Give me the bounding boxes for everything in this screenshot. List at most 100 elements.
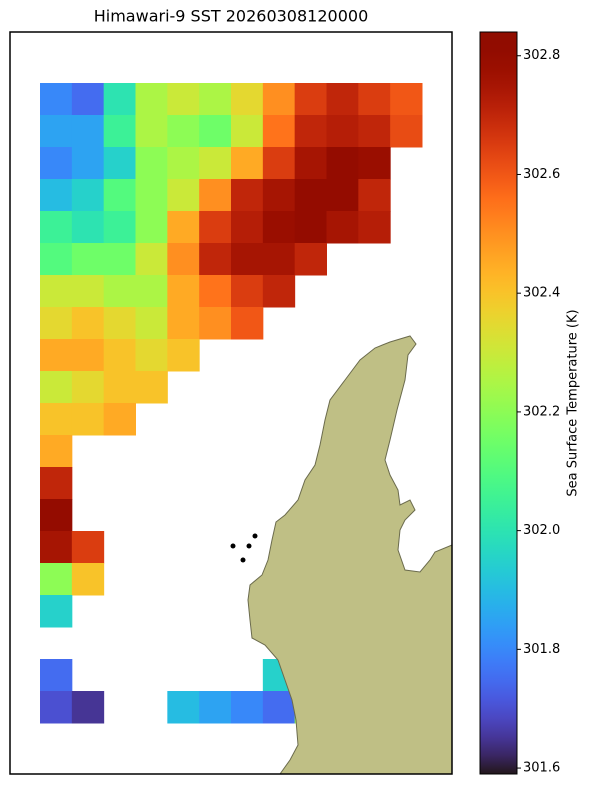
station — [230, 543, 236, 549]
sst-cell — [358, 115, 391, 148]
sst-cell — [231, 243, 264, 276]
sst-cell — [71, 275, 105, 308]
sst-cell — [199, 691, 232, 724]
sst-cell — [40, 243, 73, 276]
sst-cell — [40, 275, 73, 308]
sst-cell — [71, 243, 105, 276]
sst-cell — [103, 403, 136, 436]
sst-cell — [71, 211, 105, 244]
sst-cell — [103, 243, 136, 276]
sst-cell — [71, 307, 105, 340]
sst-cell — [167, 307, 200, 340]
sst-cell — [71, 563, 105, 596]
sst-cell — [103, 371, 136, 404]
sst-cell — [40, 563, 73, 596]
colorbar-tick-label: 302.8 — [523, 48, 560, 63]
sst-cell — [71, 339, 105, 372]
sst-cell — [294, 179, 327, 212]
sst-cell — [358, 83, 391, 116]
sst-cell — [199, 115, 232, 148]
sst-cell — [231, 307, 264, 340]
sst-cell — [294, 83, 327, 116]
sst-cell — [358, 211, 391, 244]
sst-cell — [358, 147, 391, 180]
sst-cell — [262, 243, 296, 276]
sst-cell — [294, 147, 327, 180]
sst-cell — [71, 115, 105, 148]
sst-cell — [103, 211, 136, 244]
colorbar-frame — [479, 31, 518, 775]
sst-cell — [326, 147, 359, 180]
sst-cell — [262, 691, 296, 724]
chart-title: Himawari-9 SST 20260308120000 — [94, 7, 369, 26]
heatmap-cells — [40, 83, 423, 724]
colorbar-tick-label: 301.6 — [523, 761, 560, 776]
sst-cell — [294, 243, 327, 276]
sst-cell — [40, 147, 73, 180]
sst-cell — [103, 179, 136, 212]
sst-cell — [262, 211, 296, 244]
sst-cell — [135, 243, 168, 276]
sst-cell — [40, 403, 73, 436]
sst-cell — [326, 115, 359, 148]
sst-cell — [167, 243, 200, 276]
sst-cell — [40, 595, 73, 628]
sst-cell — [135, 339, 168, 372]
sst-cell — [167, 275, 200, 308]
sst-cell — [40, 435, 73, 468]
sst-cell — [262, 275, 296, 308]
sst-cell — [40, 531, 73, 564]
sst-cell — [135, 179, 168, 212]
sst-cell — [199, 307, 232, 340]
sst-cell — [231, 179, 264, 212]
sst-cell — [71, 691, 105, 724]
sst-cell — [199, 147, 232, 180]
sst-cell — [71, 179, 105, 212]
colorbar-label: Sea Surface Temperature (K) — [566, 309, 581, 496]
sst-cell — [40, 83, 73, 116]
sst-cell — [358, 179, 391, 212]
sst-cell — [40, 339, 73, 372]
sst-cell — [103, 115, 136, 148]
station — [246, 543, 252, 549]
colorbar-tick-label: 302.2 — [523, 404, 560, 419]
sst-cell — [167, 211, 200, 244]
land — [247, 335, 453, 775]
sst-cell — [71, 147, 105, 180]
sst-cell — [40, 211, 73, 244]
sst-cell — [40, 659, 73, 692]
sst-cell — [231, 115, 264, 148]
sst-cell — [262, 179, 296, 212]
sst-cell — [199, 243, 232, 276]
sst-cell — [199, 83, 232, 116]
sst-cell — [40, 499, 73, 532]
sst-cell — [231, 211, 264, 244]
sst-cell — [135, 147, 168, 180]
sst-cell — [167, 115, 200, 148]
colorbar-tick-label: 302.0 — [523, 523, 560, 538]
sst-cell — [199, 179, 232, 212]
sst-cell — [231, 147, 264, 180]
colorbar-tick-label: 302.4 — [523, 286, 560, 301]
sst-cell — [135, 115, 168, 148]
sst-cell — [103, 339, 136, 372]
sst-cell — [135, 275, 168, 308]
sst-cell — [71, 83, 105, 116]
stations — [230, 533, 258, 563]
colorbar-tick-label: 302.6 — [523, 167, 560, 182]
sst-cell — [167, 147, 200, 180]
sst-cell — [326, 211, 359, 244]
sst-cell — [40, 371, 73, 404]
sst-cell — [326, 83, 359, 116]
sst-cell — [71, 371, 105, 404]
sst-cell — [199, 211, 232, 244]
sst-cell — [40, 691, 73, 724]
sst-cell — [294, 115, 327, 148]
sst-cell — [167, 339, 200, 372]
map-frame — [9, 31, 453, 775]
sst-cell — [40, 307, 73, 340]
sst-cell — [231, 691, 264, 724]
sst-cell — [40, 467, 73, 500]
sst-cell — [231, 275, 264, 308]
